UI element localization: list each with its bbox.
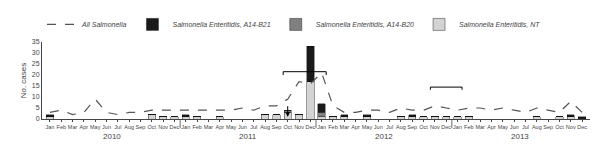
svg-text:Aug: Aug (260, 124, 270, 130)
svg-text:Mar: Mar (68, 124, 78, 130)
svg-text:Jun: Jun (510, 124, 519, 130)
svg-text:Jul: Jul (386, 124, 393, 130)
svg-text:May: May (226, 124, 237, 130)
svg-text:Oct: Oct (283, 124, 292, 130)
svg-text:Apr: Apr (80, 124, 89, 130)
svg-text:All Salmonella: All Salmonella (81, 21, 126, 28)
svg-text:Sep: Sep (407, 124, 417, 130)
svg-text:Dec: Dec (170, 124, 180, 130)
svg-text:Jun: Jun (238, 124, 247, 130)
svg-text:20: 20 (32, 71, 40, 78)
svg-text:Aug: Aug (396, 124, 406, 130)
svg-text:Feb: Feb (328, 124, 337, 130)
svg-text:10: 10 (32, 93, 40, 100)
svg-text:Aug: Aug (124, 124, 134, 130)
svg-text:Jul: Jul (522, 124, 529, 130)
svg-text:Mar: Mar (475, 124, 485, 130)
svg-text:Jan: Jan (317, 124, 326, 130)
svg-text:Jun: Jun (374, 124, 383, 130)
svg-text:35: 35 (32, 38, 40, 45)
svg-text:Salmonella Enteritidis, A14-B2: Salmonella Enteritidis, A14-B21 (172, 21, 270, 28)
svg-text:Aug: Aug (532, 124, 542, 130)
svg-text:Apr: Apr (351, 124, 360, 130)
svg-text:2012: 2012 (375, 132, 393, 141)
svg-text:Jan: Jan (45, 124, 54, 130)
svg-text:May: May (90, 124, 101, 130)
svg-text:Dec: Dec (441, 124, 451, 130)
svg-text:Nov: Nov (566, 124, 576, 130)
svg-text:Mar: Mar (340, 124, 350, 130)
svg-text:15: 15 (32, 82, 40, 89)
svg-text:May: May (362, 124, 373, 130)
svg-text:30: 30 (32, 49, 40, 56)
svg-text:Feb: Feb (192, 124, 201, 130)
svg-text:Jun: Jun (102, 124, 111, 130)
svg-text:2011: 2011 (239, 132, 257, 141)
svg-text:Dec: Dec (577, 124, 587, 130)
svg-text:Mar: Mar (204, 124, 214, 130)
svg-text:Oct: Oct (555, 124, 564, 130)
svg-text:Salmonella Enteritidis, A14-B2: Salmonella Enteritidis, A14-B20 (316, 21, 414, 28)
svg-text:Feb: Feb (57, 124, 66, 130)
svg-text:Sep: Sep (136, 124, 146, 130)
svg-text:Jan: Jan (453, 124, 462, 130)
svg-text:No. cases: No. cases (19, 63, 28, 99)
svg-text:Nov: Nov (294, 124, 304, 130)
svg-text:Dec: Dec (305, 124, 315, 130)
svg-text:Oct: Oct (419, 124, 428, 130)
svg-text:Feb: Feb (464, 124, 473, 130)
svg-text:25: 25 (32, 60, 40, 67)
svg-text:Jul: Jul (250, 124, 257, 130)
svg-text:Apr: Apr (487, 124, 496, 130)
svg-text:May: May (498, 124, 509, 130)
svg-text:2010: 2010 (103, 132, 121, 141)
svg-text:Sep: Sep (271, 124, 281, 130)
svg-text:Apr: Apr (215, 124, 224, 130)
svg-text:5: 5 (36, 104, 40, 111)
svg-text:Sep: Sep (543, 124, 553, 130)
svg-text:Jul: Jul (114, 124, 121, 130)
svg-text:Jan: Jan (181, 124, 190, 130)
svg-text:0: 0 (36, 115, 40, 122)
svg-text:Nov: Nov (430, 124, 440, 130)
svg-text:Oct: Oct (148, 124, 157, 130)
svg-text:2013: 2013 (511, 132, 529, 141)
svg-text:Nov: Nov (158, 124, 168, 130)
svg-text:Salmonella Enteritidis, NT: Salmonella Enteritidis, NT (459, 21, 540, 28)
